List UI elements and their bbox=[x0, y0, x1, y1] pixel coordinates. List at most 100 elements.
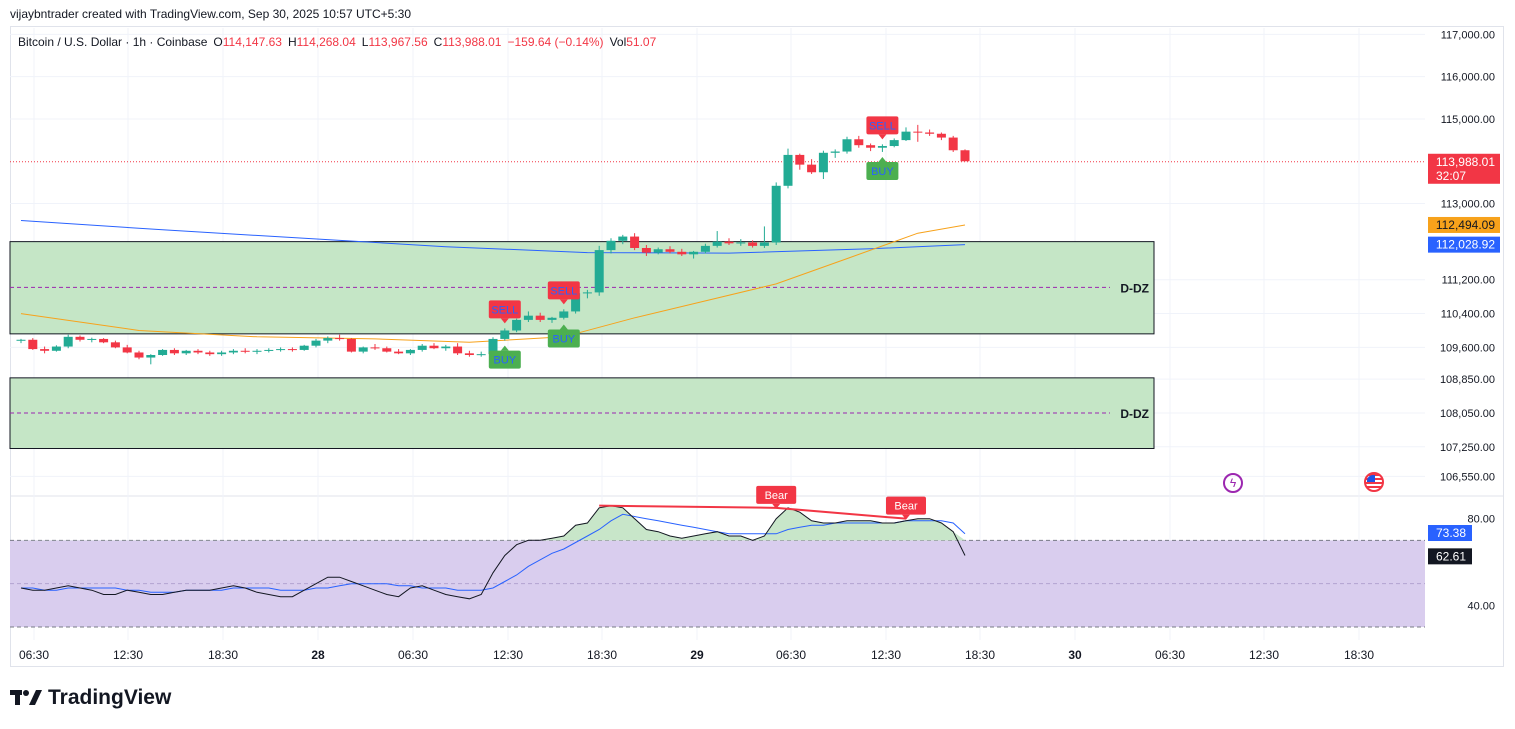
time-tick-label: 12:30 bbox=[871, 648, 901, 662]
candle-body bbox=[134, 352, 144, 358]
time-tick-label: 06:30 bbox=[776, 648, 806, 662]
candle-body bbox=[700, 245, 710, 252]
buy-signal-pointer bbox=[500, 345, 509, 351]
time-tick-label: 30 bbox=[1068, 648, 1082, 662]
candle-body bbox=[51, 346, 61, 351]
candle-body bbox=[641, 247, 651, 253]
symbol-label[interactable]: Bitcoin / U.S. Dollar · 1h · Coinbase bbox=[18, 35, 208, 49]
moving-averages bbox=[20, 220, 966, 343]
price-tick-label: 108,050.00 bbox=[1440, 408, 1495, 420]
candle-body bbox=[429, 345, 439, 349]
candle-body bbox=[158, 349, 168, 356]
current-price-value: 113,988.01 bbox=[1436, 155, 1495, 169]
ema-slow-line bbox=[20, 220, 966, 254]
bear-label-box bbox=[886, 496, 926, 515]
candle-body bbox=[736, 242, 746, 244]
candle-body bbox=[594, 250, 604, 293]
zone-label: D-DZ bbox=[1120, 281, 1149, 295]
candle-body bbox=[228, 350, 238, 353]
candle-body bbox=[512, 319, 522, 331]
price-tick-label: 106,550.00 bbox=[1440, 471, 1495, 483]
candle-body bbox=[842, 139, 852, 152]
candle-body bbox=[299, 345, 309, 350]
candle-body bbox=[712, 241, 722, 246]
sell-signal-box bbox=[866, 116, 899, 135]
rsi-ma-tag-box bbox=[1428, 525, 1472, 542]
candle-body bbox=[925, 132, 935, 134]
rsi-ma-value: 73.38 bbox=[1436, 526, 1466, 540]
rsi-tag: 62.61 bbox=[1428, 548, 1472, 565]
buy-signal-box bbox=[547, 329, 580, 348]
candle-body bbox=[795, 154, 805, 165]
candle-body bbox=[264, 349, 274, 351]
chart-frame bbox=[10, 26, 1504, 667]
bear-label: Bear bbox=[756, 485, 797, 509]
candle-body bbox=[866, 145, 876, 148]
bear-label-text: Bear bbox=[894, 501, 918, 513]
time-tick-label: 29 bbox=[690, 648, 704, 662]
candle-body bbox=[571, 293, 581, 312]
time-tick-label: 06:30 bbox=[398, 648, 428, 662]
candle-body bbox=[913, 131, 923, 133]
time-tick-label: 12:30 bbox=[113, 648, 143, 662]
candle-body bbox=[748, 242, 758, 246]
candle-body bbox=[476, 354, 486, 356]
lightning-icon[interactable]: ϟ bbox=[1223, 473, 1243, 493]
candle-body bbox=[807, 164, 817, 173]
rsi-tick-label: 80.00 bbox=[1467, 514, 1495, 526]
bear-label-text: Bear bbox=[765, 490, 789, 502]
candle-body bbox=[759, 242, 769, 246]
sell-signal: SELL bbox=[866, 116, 899, 140]
time-tick-label: 18:30 bbox=[208, 648, 238, 662]
candle-body bbox=[181, 350, 191, 354]
signal-label: SELL bbox=[491, 304, 518, 316]
candle-body bbox=[665, 249, 675, 252]
bear-label-pointer bbox=[902, 514, 910, 520]
candle-body bbox=[276, 349, 286, 351]
candle-body bbox=[287, 349, 297, 351]
candle-body bbox=[854, 139, 864, 146]
ema-slow-tag-box bbox=[1428, 236, 1500, 253]
candle-body bbox=[417, 345, 427, 350]
us-flag-icon[interactable] bbox=[1364, 472, 1384, 492]
candle-body bbox=[901, 131, 911, 141]
candle-body bbox=[122, 347, 132, 353]
high-label: H bbox=[287, 35, 297, 49]
sell-signal-box bbox=[547, 281, 580, 300]
candle-body bbox=[818, 152, 828, 173]
rsi-line bbox=[20, 505, 966, 600]
time-tick-label: 28 bbox=[311, 648, 325, 662]
low-value: 113,967.56 bbox=[368, 35, 428, 49]
open-value: 114,147.63 bbox=[222, 35, 282, 49]
candle-body bbox=[16, 339, 26, 341]
high-value: 114,268.04 bbox=[296, 35, 356, 49]
sell-signal-pointer bbox=[878, 134, 887, 140]
tradingview-logo[interactable]: TradingView bbox=[10, 686, 171, 710]
ohlc-legend: Bitcoin / U.S. Dollar · 1h · Coinbase O11… bbox=[18, 35, 662, 49]
zone-label: D-DZ bbox=[1120, 407, 1149, 421]
ema-fast-tag-box bbox=[1428, 216, 1500, 233]
rsi-tick-label: 40.00 bbox=[1467, 600, 1495, 612]
buy-signal: BUY bbox=[488, 345, 521, 369]
candle-body bbox=[936, 133, 946, 138]
signals: SELL BUY SELL BUY SELL BUY bbox=[488, 116, 899, 369]
candle-body bbox=[28, 339, 38, 350]
candle-body bbox=[323, 338, 333, 341]
signal-label: SELL bbox=[550, 285, 577, 297]
candle-body bbox=[346, 338, 356, 352]
price-tick-label: 113,000.00 bbox=[1441, 199, 1495, 211]
price-tick-label: 109,600.00 bbox=[1440, 342, 1495, 354]
candle-body bbox=[877, 146, 887, 148]
price-tick-label: 107,250.00 bbox=[1440, 442, 1495, 454]
candle-body bbox=[217, 352, 227, 355]
candle-body bbox=[653, 249, 663, 253]
candle-body bbox=[370, 347, 380, 349]
candle-body bbox=[582, 292, 592, 294]
brand-name: TradingView bbox=[48, 686, 172, 709]
close-label: C bbox=[433, 35, 443, 49]
rsi-pane: 80.00 40.00 Bear Bear 73.38 62.61 bbox=[10, 485, 1495, 628]
price-tick-label: 116,000.00 bbox=[1441, 72, 1495, 84]
candle-body bbox=[311, 340, 321, 346]
sell-signal-box bbox=[488, 300, 521, 319]
